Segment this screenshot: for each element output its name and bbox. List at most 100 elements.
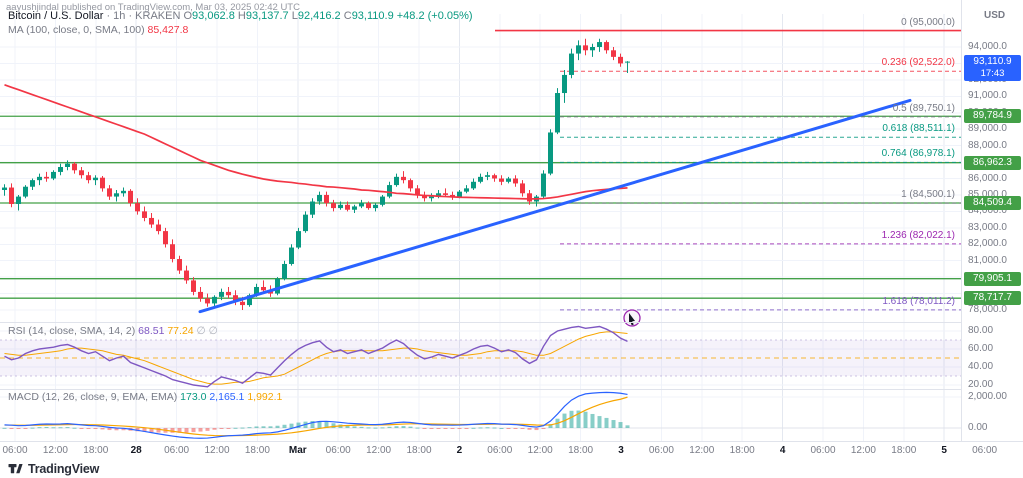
time-axis-label: 12:00: [689, 445, 715, 456]
time-axis-label: 2: [456, 445, 463, 456]
candle: [72, 163, 77, 171]
time-axis-label: 18:00: [891, 445, 917, 456]
candle: [359, 203, 364, 207]
candle: [506, 178, 511, 182]
candle: [9, 187, 14, 204]
candle: [625, 61, 630, 63]
candle: [177, 259, 182, 271]
ma-legend[interactable]: MA (100, close, 0, SMA, 100) 85,427.8: [8, 24, 188, 36]
candle: [219, 291, 224, 297]
time-axis-label: 12:00: [850, 445, 876, 456]
candle: [541, 173, 546, 197]
price-axis[interactable]: USD 94,000.092,000.091,000.090,000.089,0…: [961, 0, 1023, 441]
macd-legend[interactable]: MACD (12, 26, close, 9, EMA, EMA) 173.0 …: [8, 391, 282, 403]
price-axis-label: 40.00: [968, 361, 994, 372]
macd-line-value: 2,165.1: [209, 391, 245, 403]
candle: [191, 280, 196, 292]
fib-level-label: 0.5 (89,750.1): [892, 102, 955, 114]
candle: [205, 298, 210, 304]
candle: [555, 93, 560, 133]
rsi-ma-value: 77.24: [167, 325, 194, 337]
time-axis-label: 06:00: [2, 445, 28, 456]
time-axis-label: 28: [130, 445, 142, 456]
candle: [163, 231, 168, 245]
candle: [296, 231, 301, 248]
price-axis-label: 60.00: [968, 343, 994, 354]
candle: [590, 47, 595, 51]
candle: [408, 180, 413, 189]
candle: [128, 190, 133, 204]
ohlc-value: 93,110.9: [351, 10, 397, 22]
candle: [576, 45, 581, 54]
price-axis-label: 20.00: [968, 379, 994, 390]
time-axis-label: 18:00: [244, 445, 270, 456]
pane-separator[interactable]: [0, 322, 1023, 323]
price-axis-label: 91,000.0: [968, 90, 1007, 102]
price-axis-label: 86,000.0: [968, 172, 1007, 184]
candle: [604, 42, 609, 51]
macd-signal-line: [4, 396, 628, 437]
candle: [429, 196, 434, 199]
time-axis-label: 12:00: [204, 445, 230, 456]
candle: [436, 193, 441, 197]
macd-line: [4, 391, 628, 439]
candle: [380, 196, 385, 205]
level-price-badge: 84,509.4: [964, 196, 1021, 210]
candle: [485, 175, 490, 177]
candle: [394, 176, 399, 186]
candle: [156, 224, 161, 232]
time-axis-label: 06:00: [648, 445, 674, 456]
level-price-badge: 89,784.9: [964, 109, 1021, 124]
candle: [289, 247, 294, 264]
tradingview-logo[interactable]: TradingView: [8, 461, 99, 476]
candle: [324, 194, 329, 204]
candle: [149, 217, 154, 225]
candle: [282, 263, 287, 279]
time-axis[interactable]: 06:00 12:00 18:00 28 06:00 12:00 18:00 Mar 06:00…: [0, 442, 1023, 460]
candle: [247, 295, 252, 306]
candle: [492, 175, 497, 179]
candle: [366, 203, 371, 209]
pane-separator[interactable]: [0, 389, 1023, 390]
candle: [569, 53, 574, 75]
candle: [51, 171, 56, 179]
time-axis-label: 18:00: [568, 445, 594, 456]
candle: [499, 178, 504, 182]
price-axis-label: 89,000.0: [968, 123, 1007, 135]
price-change: +48.2 (+0.05%): [396, 10, 473, 22]
candle: [254, 286, 259, 296]
candle: [443, 193, 448, 195]
candle: [79, 170, 84, 176]
candle: [16, 196, 21, 204]
time-axis-label: 4: [779, 445, 786, 456]
tradingview-logo-icon: [8, 464, 23, 474]
rsi-value: 68.51: [138, 325, 165, 337]
candle: [562, 74, 567, 94]
currency-label: USD: [984, 10, 1006, 21]
fib-level-label: 0.764 (86,978.1): [881, 148, 955, 160]
time-axis-label: 06:00: [325, 445, 351, 456]
rsi-legend[interactable]: RSI (14, close, SMA, 14, 2) 68.51 77.24 …: [8, 325, 218, 337]
time-axis-label: 18:00: [729, 445, 755, 456]
symbol-legend[interactable]: Bitcoin / U.S. Dollar · 1h · KRAKEN O93,…: [8, 10, 473, 22]
candle: [450, 194, 455, 197]
candle: [422, 194, 427, 199]
candle: [583, 45, 588, 51]
candle: [338, 204, 343, 209]
level-price-badge: 86,962.3: [964, 155, 1021, 170]
ma-line: [4, 84, 628, 200]
candle: [170, 244, 175, 260]
ohlc-letter: H: [237, 10, 246, 22]
candle: [415, 188, 420, 195]
level-price-badge: 78,717.7: [964, 291, 1021, 306]
ohlc-value: 93,137.7: [245, 10, 292, 22]
ohlc-letter: L: [291, 10, 298, 22]
pane-separator[interactable]: [0, 441, 1023, 442]
time-axis-label: 5: [941, 445, 947, 456]
fib-level-label: 0.236 (92,522.0): [881, 57, 955, 69]
price-axis-label: 94,000.0: [968, 41, 1007, 52]
price-axis-label: 80.00: [968, 325, 994, 336]
ma-label: MA (100, close, 0, SMA, 100): [8, 24, 145, 36]
